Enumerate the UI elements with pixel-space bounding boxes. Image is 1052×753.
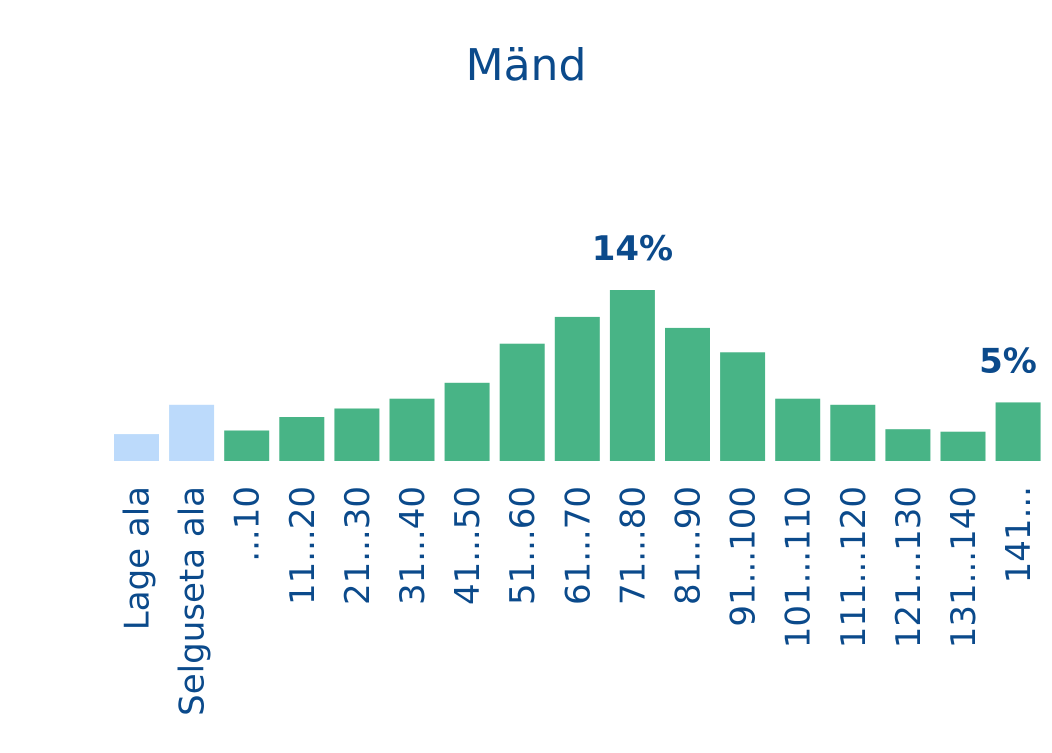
bar-14 [885,429,931,461]
bar-15 [940,431,986,461]
bar-5 [389,398,435,461]
tick-label-11: 91...100 [724,486,764,627]
tick-label-1: Selguseta ala [173,486,213,716]
bar-8 [554,316,600,461]
chart-title: Mänd [466,40,587,91]
tick-labels: Lage ala Selguseta ala ...10 11...20 21...30… [118,486,1040,716]
bar-2 [224,430,270,461]
bar-6 [444,382,490,461]
tick-label-13: 111...120 [834,486,874,648]
tick-label-5: 31...40 [393,486,433,605]
tick-label-12: 101...110 [779,486,819,648]
tick-label-10: 81...90 [669,486,709,605]
bar-3 [279,417,325,461]
tick-label-14: 121...130 [889,486,929,648]
bar-4 [334,408,380,461]
tick-label-7: 51...60 [503,486,543,605]
data-label-0: 14% [592,229,673,269]
bar-16 [995,402,1041,461]
bar-7 [499,343,545,461]
tick-label-3: 11...20 [283,486,323,605]
tick-label-4: 21...30 [338,486,378,605]
bar-0 [114,434,159,461]
bar-9 [609,290,655,461]
bar-13 [830,404,876,461]
bar-11 [720,352,766,461]
tick-label-15: 131...140 [944,486,984,648]
tick-label-16: 141... [999,486,1039,583]
bar-12 [775,398,821,461]
bar-10 [665,327,710,461]
data-labels: 14% 5% [592,229,1037,381]
tick-label-9: 71...80 [613,486,653,605]
bars [114,290,1041,461]
data-label-1: 5% [979,341,1037,381]
bar-1 [169,404,215,461]
tick-label-6: 41...50 [448,486,488,605]
tick-label-0: Lage ala [118,486,158,630]
tick-label-8: 61...70 [558,486,598,605]
tick-label-2: ...10 [228,486,268,562]
